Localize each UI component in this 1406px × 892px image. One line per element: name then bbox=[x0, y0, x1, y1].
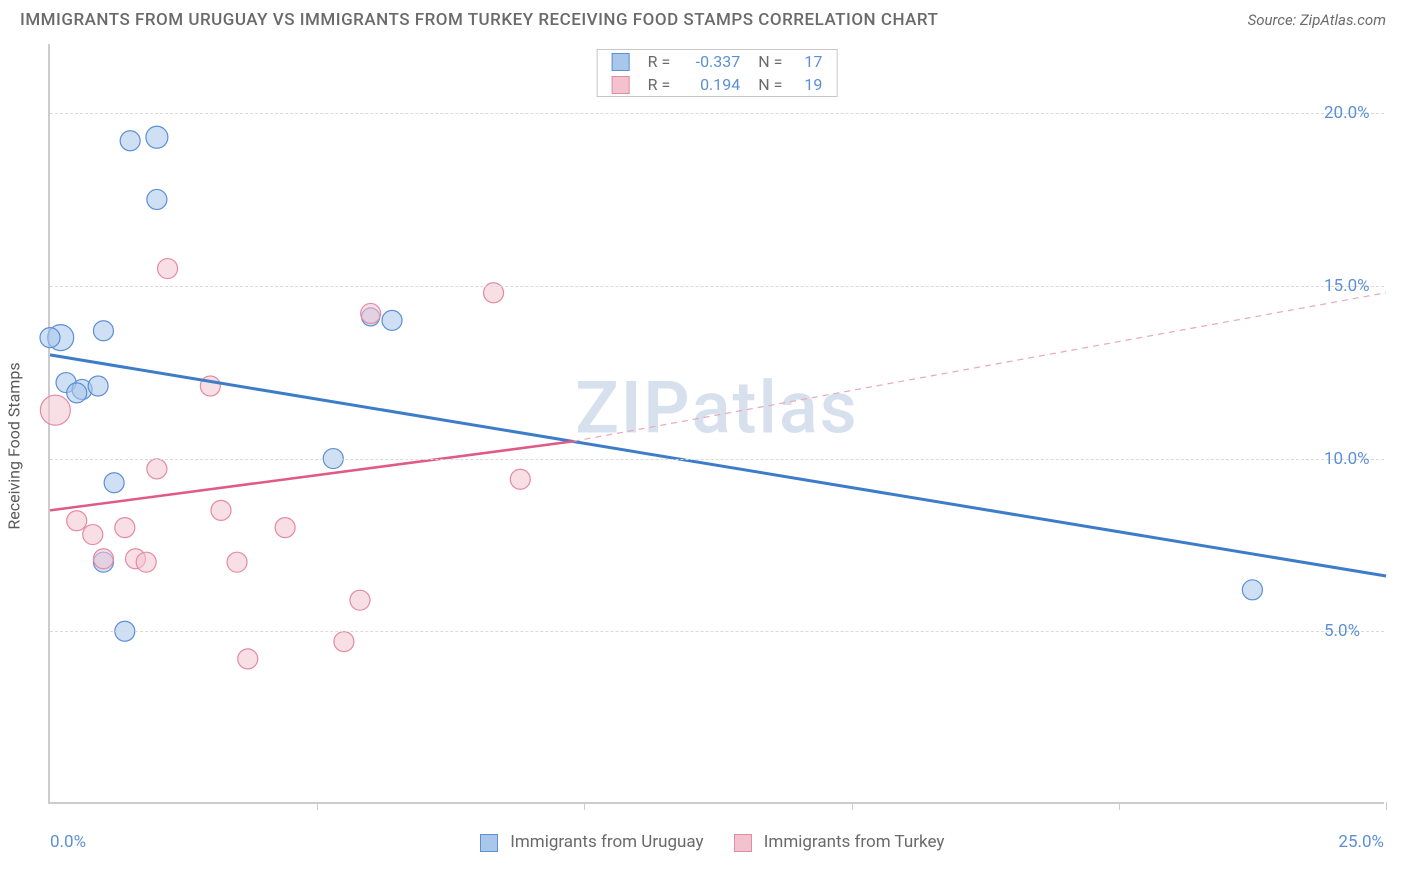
y-tick-label: 10.0% bbox=[1324, 449, 1370, 469]
gridline-h bbox=[50, 286, 1384, 287]
bottom-legend: Immigrants from Uruguay Immigrants from … bbox=[480, 832, 944, 852]
data-point bbox=[120, 131, 140, 151]
data-point bbox=[93, 321, 113, 341]
data-point bbox=[350, 590, 370, 610]
source-label: Source: ZipAtlas.com bbox=[1248, 11, 1386, 29]
legend-label-uruguay: Immigrants from Uruguay bbox=[510, 832, 703, 852]
legend-label-turkey: Immigrants from Turkey bbox=[764, 832, 945, 852]
x-tick bbox=[584, 802, 585, 810]
data-point bbox=[227, 552, 247, 572]
data-point bbox=[211, 500, 231, 520]
data-point bbox=[40, 395, 70, 425]
data-point bbox=[147, 459, 167, 479]
y-axis-title: Receiving Food Stamps bbox=[5, 362, 24, 529]
x-axis-min: 0.0% bbox=[50, 832, 86, 852]
data-point bbox=[275, 518, 295, 538]
data-point bbox=[136, 552, 156, 572]
title-row: IMMIGRANTS FROM URUGUAY VS IMMIGRANTS FR… bbox=[0, 0, 1406, 34]
data-point bbox=[104, 473, 124, 493]
data-point bbox=[146, 126, 168, 148]
trend-line bbox=[574, 293, 1386, 442]
data-point bbox=[382, 310, 402, 330]
trend-line bbox=[50, 355, 1386, 576]
data-point bbox=[40, 328, 60, 348]
chart-title: IMMIGRANTS FROM URUGUAY VS IMMIGRANTS FR… bbox=[20, 10, 938, 30]
trend-line bbox=[50, 441, 574, 510]
swatch-pink-icon bbox=[734, 834, 752, 852]
x-tick bbox=[317, 802, 318, 810]
gridline-h bbox=[50, 113, 1384, 114]
data-point bbox=[93, 549, 113, 569]
data-point bbox=[238, 649, 258, 669]
x-tick bbox=[1386, 802, 1387, 810]
gridline-h bbox=[50, 459, 1384, 460]
data-point bbox=[83, 525, 103, 545]
data-point bbox=[67, 383, 87, 403]
x-tick bbox=[1119, 802, 1120, 810]
legend-item-turkey: Immigrants from Turkey bbox=[734, 832, 945, 852]
data-point bbox=[115, 518, 135, 538]
gridline-h bbox=[50, 631, 1384, 632]
scatter-plot bbox=[50, 44, 1384, 802]
data-point bbox=[147, 189, 167, 209]
y-tick-label: 5.0% bbox=[1324, 621, 1360, 641]
legend-item-uruguay: Immigrants from Uruguay bbox=[480, 832, 704, 852]
data-point bbox=[158, 259, 178, 279]
data-point bbox=[1242, 580, 1262, 600]
x-axis-max: 25.0% bbox=[1338, 832, 1384, 852]
x-tick bbox=[852, 802, 853, 810]
data-point bbox=[88, 376, 108, 396]
data-point bbox=[334, 632, 354, 652]
chart-area: ZIPatlas R = -0.337 N = 17 R = 0.194 N =… bbox=[48, 44, 1384, 804]
data-point bbox=[510, 469, 530, 489]
data-point bbox=[67, 511, 87, 531]
y-tick-label: 20.0% bbox=[1324, 103, 1370, 123]
swatch-blue-icon bbox=[480, 834, 498, 852]
x-axis-row: 0.0% Immigrants from Uruguay Immigrants … bbox=[50, 832, 1384, 852]
data-point bbox=[361, 303, 381, 323]
y-tick-label: 15.0% bbox=[1324, 276, 1370, 296]
